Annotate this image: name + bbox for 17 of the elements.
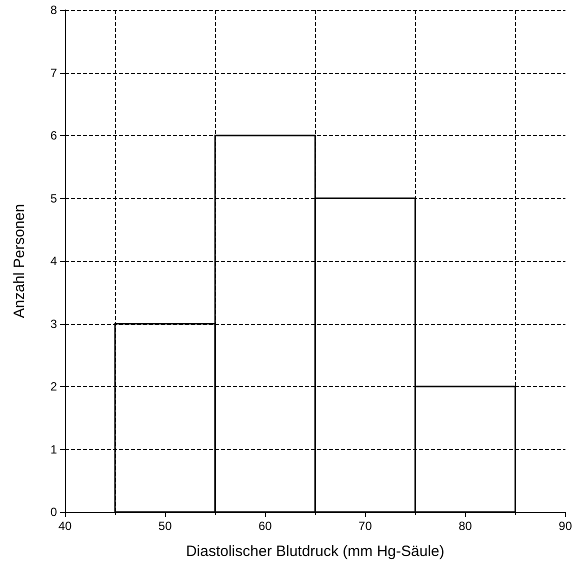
y-tick-label: 5 [50, 191, 58, 206]
y-axis-title: Anzahl Personen [11, 204, 28, 318]
y-tick-label: 4 [50, 254, 58, 268]
y-tick-label: 7 [50, 66, 58, 80]
y-tick-label: 1 [50, 442, 58, 456]
y-tick-label: 8 [50, 3, 58, 17]
y-tick-label: 3 [50, 316, 58, 331]
x-tick-label: 70 [358, 519, 372, 533]
y-tick-label: 6 [50, 128, 58, 142]
x-tick-label: 60 [258, 519, 272, 533]
x-tick-label: 50 [158, 519, 172, 533]
x-tick-label: 80 [458, 519, 472, 533]
x-axis-title: Diastolischer Blutdruck (mm Hg-Säule) [186, 543, 444, 560]
x-tick-label: 90 [558, 519, 572, 533]
y-tick-label: 2 [50, 380, 58, 394]
x-tick-label: 40 [58, 519, 72, 533]
y-tick-label: 0 [50, 505, 58, 519]
